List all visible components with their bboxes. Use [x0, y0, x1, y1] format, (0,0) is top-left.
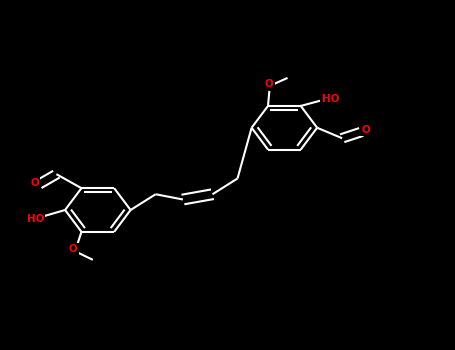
Text: HO: HO	[322, 94, 339, 104]
Text: O: O	[265, 79, 274, 89]
Text: HO: HO	[27, 214, 44, 224]
Text: O: O	[30, 178, 39, 188]
Text: O: O	[69, 244, 78, 254]
Text: O: O	[361, 125, 370, 135]
